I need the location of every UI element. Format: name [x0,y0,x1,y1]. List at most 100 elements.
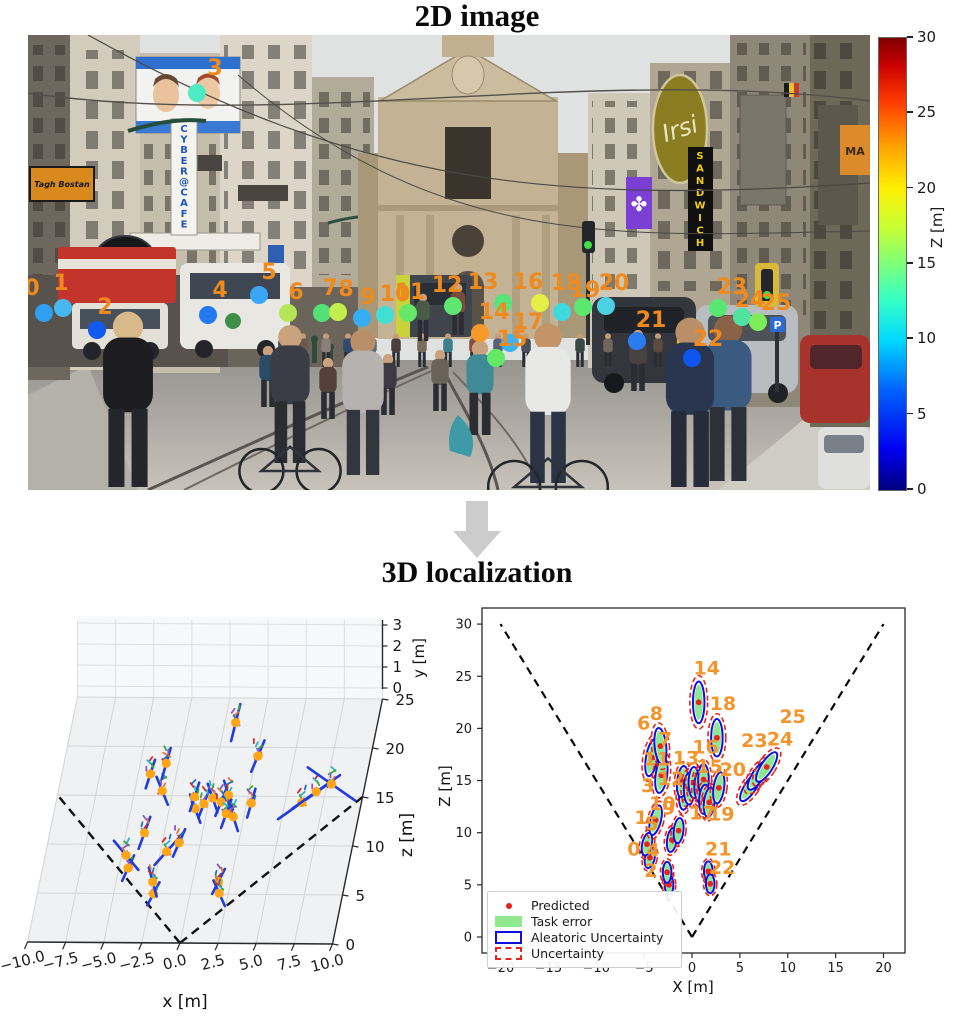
pose-skeleton [178,831,184,838]
ma-sign [840,125,870,175]
pedestrian [575,333,585,367]
tick-label: 20 [875,961,892,976]
billboard-face [196,77,220,109]
uncertainty-ellipse [694,758,713,801]
predicted-dot-3d [214,888,224,898]
tick [362,796,369,799]
pose-skeleton [201,785,207,792]
predicted-dot-3d [189,792,200,802]
green-light [763,291,771,299]
balcony [238,185,288,201]
pose-skeleton [168,833,172,840]
tick-label: −10.0 [0,947,47,976]
church-tower [442,35,494,57]
tick-label: 15 [455,774,472,789]
lamp-arm [127,118,207,133]
person-id-label-bev: 23 [741,730,767,752]
pose-skeleton [163,745,168,752]
suv-window [604,307,684,333]
person-id-label-bev: 16 [692,737,718,759]
predicted-dot [706,799,713,806]
predicted-dot-3d [326,779,337,789]
person-dot [353,309,371,327]
person-dot [199,306,217,324]
predicted-dot-3d [123,863,133,873]
uncertainty-ellipse [650,722,671,771]
pose-skeleton [142,814,148,821]
wheel [768,383,788,403]
person-dot [553,303,571,321]
colorbar-tick-label: 0 [917,480,927,498]
x-axis-label: X [m] [672,978,713,996]
pose-skeleton [148,864,152,870]
bike-frame [257,445,323,473]
person-id-label-bev: 5 [645,813,658,835]
person-dot [54,299,72,317]
pose-skeleton [256,744,263,751]
legend-item-task-error: Task error [495,914,673,929]
person-dot [471,324,489,342]
pedestrian [665,317,715,487]
pose-skeleton [196,788,200,795]
predicted-dot [713,734,720,741]
person-id-label: 13 [468,270,499,295]
predicted-dot-3d [216,797,226,807]
person-id-label-bev: 8 [650,703,663,725]
person-id-label: 10 [380,282,411,307]
predicted-dot-3d [231,717,241,728]
pose-skeleton [189,782,195,788]
pose-skeleton [253,794,257,801]
pose-skeleton [218,878,222,885]
pedestrian [391,333,401,367]
predicted-dot-3d [253,751,263,761]
pose-skeleton [162,755,169,761]
tick [138,942,143,950]
legend: Predicted Task error Aleatoric Uncertain… [487,891,682,968]
church-oculus [451,55,485,95]
person-dot [376,306,394,324]
person-dot [399,304,417,322]
bike-frame [510,456,586,489]
y-axis-label: y [m] [410,638,428,678]
bay-window [739,94,787,206]
church-column [542,215,550,335]
pose-skeleton [211,783,215,790]
wheel [83,342,101,360]
tick-label: 25 [396,691,415,709]
uncertainty-ellipse [702,870,718,897]
z-axis-label: z [m] [397,813,417,857]
person-id-label-bev: 3 [641,775,654,797]
cyber-cafe-sign-text: C Y B E R @ C A F E [179,124,189,230]
pose-skeleton [215,875,219,882]
flag [784,83,789,97]
tick-label: 5 [736,961,744,976]
person-dot [574,298,592,316]
pedestrian [416,293,430,341]
green-light [584,241,592,249]
person-id-label-bev: 11 [643,749,669,771]
x-axis-label: x [m] [162,992,207,1012]
person-id-label-bev: 12 [658,768,684,790]
tick-label: 10 [366,838,385,856]
person-dot [494,294,512,312]
colorbar-tick [907,488,913,490]
person-dot [501,334,519,352]
pose-skeleton [223,795,228,802]
tick-label: 0 [346,936,356,954]
person-id-label-bev: 24 [767,728,793,750]
colorbar-tick [907,412,913,415]
pose-skeleton [247,785,254,792]
predicted-dot-3d [228,812,238,822]
predicted-dot-3d [161,758,171,768]
shop-sign-left [29,166,95,202]
wheel [195,340,213,358]
person-dot [749,313,767,331]
person-dot [683,349,701,367]
pose-skeleton [140,821,144,828]
pose-skeleton [219,784,224,790]
legend-item-aleatoric: Aleatoric Uncertainty [495,930,673,945]
tick-label: −7.5 [41,948,81,974]
person-id-label-bev: 25 [779,706,805,728]
van-logo [225,313,241,329]
